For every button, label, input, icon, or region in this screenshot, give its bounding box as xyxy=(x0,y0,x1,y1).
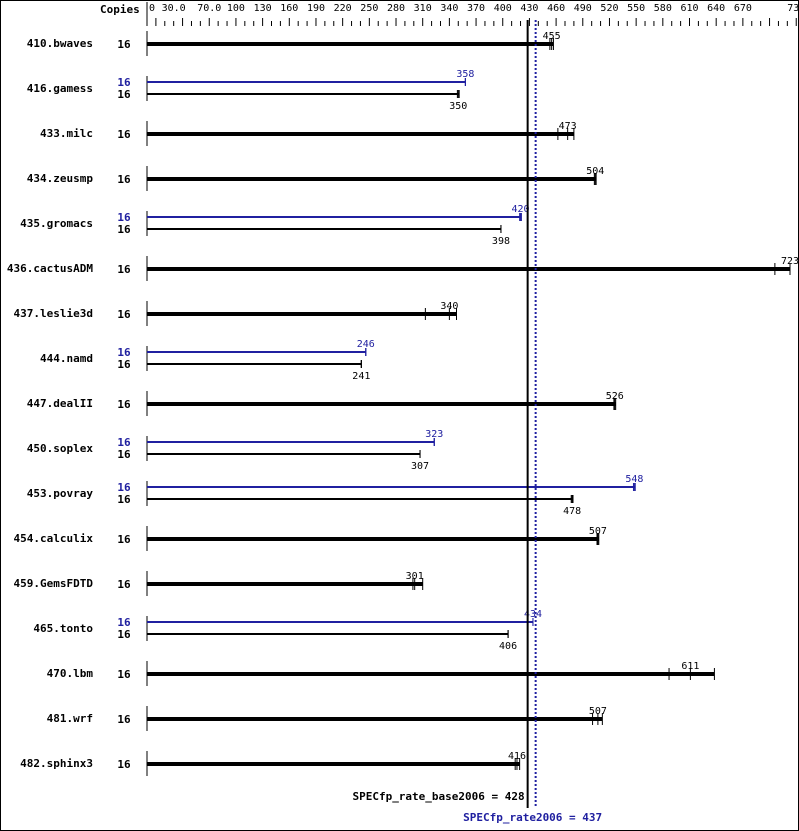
base-value-label: 398 xyxy=(492,236,510,247)
copies-label: 16 xyxy=(117,436,131,449)
benchmark-name: 435.gromacs xyxy=(20,217,93,230)
axis-tick-label: 30.0 xyxy=(162,3,186,14)
copies-label: 16 xyxy=(117,758,131,771)
peak-summary-label: SPECfp_rate2006 = 437 xyxy=(463,811,602,824)
base-value-label: 478 xyxy=(563,506,581,517)
benchmark-name: 453.povray xyxy=(27,487,94,500)
copies-label: 16 xyxy=(117,616,131,629)
axis-tick-label: 430 xyxy=(520,3,538,14)
axis-tick-label: 370 xyxy=(467,3,485,14)
base-value-label: 340 xyxy=(440,301,458,312)
axis-tick-label: 610 xyxy=(680,3,698,14)
copies-label: 16 xyxy=(117,493,131,506)
copies-label: 16 xyxy=(117,346,131,359)
base-summary-label: SPECfp_rate_base2006 = 428 xyxy=(352,790,524,803)
copies-label: 16 xyxy=(117,358,131,371)
benchmark-name: 447.dealII xyxy=(27,397,93,410)
benchmark-name: 416.gamess xyxy=(27,82,93,95)
peak-value-label: 323 xyxy=(425,429,443,440)
peak-value-label: 246 xyxy=(357,339,375,350)
axis-tick-label: 520 xyxy=(600,3,618,14)
axis-tick-label: 100 xyxy=(227,3,245,14)
base-value-label: 611 xyxy=(681,661,699,672)
base-value-label: 507 xyxy=(589,526,607,537)
base-value-label: 507 xyxy=(589,706,607,717)
copies-label: 16 xyxy=(117,533,131,546)
base-value-label: 504 xyxy=(586,166,604,177)
benchmark-name: 410.bwaves xyxy=(27,37,93,50)
axis-tick-label: 190 xyxy=(307,3,325,14)
base-value-label: 455 xyxy=(543,31,561,42)
peak-value-label: 548 xyxy=(625,474,643,485)
axis-tick-label: 340 xyxy=(440,3,458,14)
axis-tick-label: 280 xyxy=(387,3,405,14)
benchmark-name: 482.sphinx3 xyxy=(20,757,93,770)
base-value-label: 301 xyxy=(406,571,424,582)
benchmark-name: 444.namd xyxy=(40,352,93,365)
axis-tick-label: 0 xyxy=(149,3,155,14)
copies-label: 16 xyxy=(117,38,131,51)
base-value-label: 406 xyxy=(499,641,517,652)
peak-value-label: 420 xyxy=(511,204,529,215)
base-value-label: 723 xyxy=(781,256,799,267)
copies-label: 16 xyxy=(117,398,131,411)
axis-tick-label: 670 xyxy=(734,3,752,14)
copies-label: 16 xyxy=(117,628,131,641)
benchmark-name: 450.soplex xyxy=(27,442,94,455)
copies-label: 16 xyxy=(117,211,131,224)
benchmark-name: 454.calculix xyxy=(14,532,94,545)
axis-tick-label: 130 xyxy=(254,3,272,14)
axis-tick-label: 70.0 xyxy=(197,3,221,14)
peak-value-label: 358 xyxy=(456,69,474,80)
copies-label: 16 xyxy=(117,223,131,236)
copies-label: 16 xyxy=(117,308,131,321)
copies-label: 16 xyxy=(117,448,131,461)
benchmark-name: 436.cactusADM xyxy=(7,262,93,275)
base-value-label: 350 xyxy=(449,101,467,112)
axis-tick-label: 160 xyxy=(280,3,298,14)
benchmark-name: 433.milc xyxy=(40,127,93,140)
base-value-label: 526 xyxy=(606,391,624,402)
axis-tick-label: 250 xyxy=(360,3,378,14)
base-value-label: 241 xyxy=(352,371,370,382)
copies-label: 16 xyxy=(117,578,131,591)
axis-tick-label: 460 xyxy=(547,3,565,14)
benchmark-name: 434.zeusmp xyxy=(27,172,94,185)
copies-label: 16 xyxy=(117,263,131,276)
copies-label: 16 xyxy=(117,128,131,141)
benchmark-name: 470.lbm xyxy=(47,667,94,680)
axis-tick-label: 310 xyxy=(414,3,432,14)
axis-tick-label: 640 xyxy=(707,3,725,14)
benchmark-name: 437.leslie3d xyxy=(14,307,93,320)
benchmark-name: 481.wrf xyxy=(47,712,93,725)
copies-header: Copies xyxy=(100,3,140,16)
axis-tick-label: 490 xyxy=(574,3,592,14)
base-value-label: 416 xyxy=(508,751,526,762)
copies-label: 16 xyxy=(117,76,131,89)
axis-tick-label: 730 xyxy=(787,3,799,14)
benchmark-name: 459.GemsFDTD xyxy=(14,577,94,590)
axis-tick-label: 400 xyxy=(494,3,512,14)
axis-tick-label: 550 xyxy=(627,3,645,14)
benchmark-name: 465.tonto xyxy=(33,622,93,635)
copies-label: 16 xyxy=(117,481,131,494)
copies-label: 16 xyxy=(117,173,131,186)
base-value-label: 473 xyxy=(559,121,577,132)
copies-label: 16 xyxy=(117,88,131,101)
axis-tick-label: 220 xyxy=(334,3,352,14)
copies-label: 16 xyxy=(117,668,131,681)
peak-value-label: 434 xyxy=(524,609,542,620)
axis-tick-label: 580 xyxy=(654,3,672,14)
base-value-label: 307 xyxy=(411,461,429,472)
copies-label: 16 xyxy=(117,713,131,726)
